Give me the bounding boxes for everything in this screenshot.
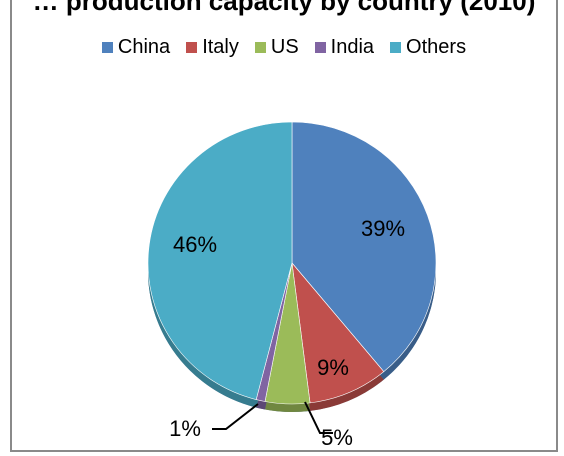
- pie-slice-others: [147, 121, 293, 400]
- legend-item-italy: Italy: [186, 36, 239, 59]
- legend-swatch: [186, 42, 198, 53]
- pie-slice-china: [291, 121, 437, 373]
- legend-swatch: [314, 42, 326, 53]
- pie-slice-italy: [291, 262, 385, 404]
- data-label-italy: 9%: [317, 355, 349, 380]
- data-label-india: 1%: [169, 416, 201, 441]
- legend-label: Others: [406, 36, 467, 58]
- data-label-others: 46%: [173, 232, 217, 257]
- legend-item-china: China: [101, 36, 171, 59]
- legend-item-us: US: [254, 36, 299, 59]
- data-label-china: 39%: [361, 216, 405, 241]
- leader-line-us: [304, 401, 333, 434]
- legend: China Italy US India Others: [12, 36, 556, 59]
- leader-line-india: [212, 403, 259, 430]
- legend-label: US: [270, 36, 299, 58]
- legend-swatch: [254, 42, 266, 53]
- legend-item-india: India: [314, 36, 375, 59]
- legend-label: Italy: [202, 36, 239, 58]
- legend-swatch: [390, 42, 402, 53]
- legend-label: China: [117, 36, 171, 58]
- data-label-us: 5%: [321, 425, 353, 450]
- chart-title: … production capacity by country (2010): [32, 0, 536, 16]
- legend-label: India: [330, 36, 375, 58]
- legend-item-others: Others: [390, 36, 466, 59]
- legend-swatch: [101, 42, 113, 53]
